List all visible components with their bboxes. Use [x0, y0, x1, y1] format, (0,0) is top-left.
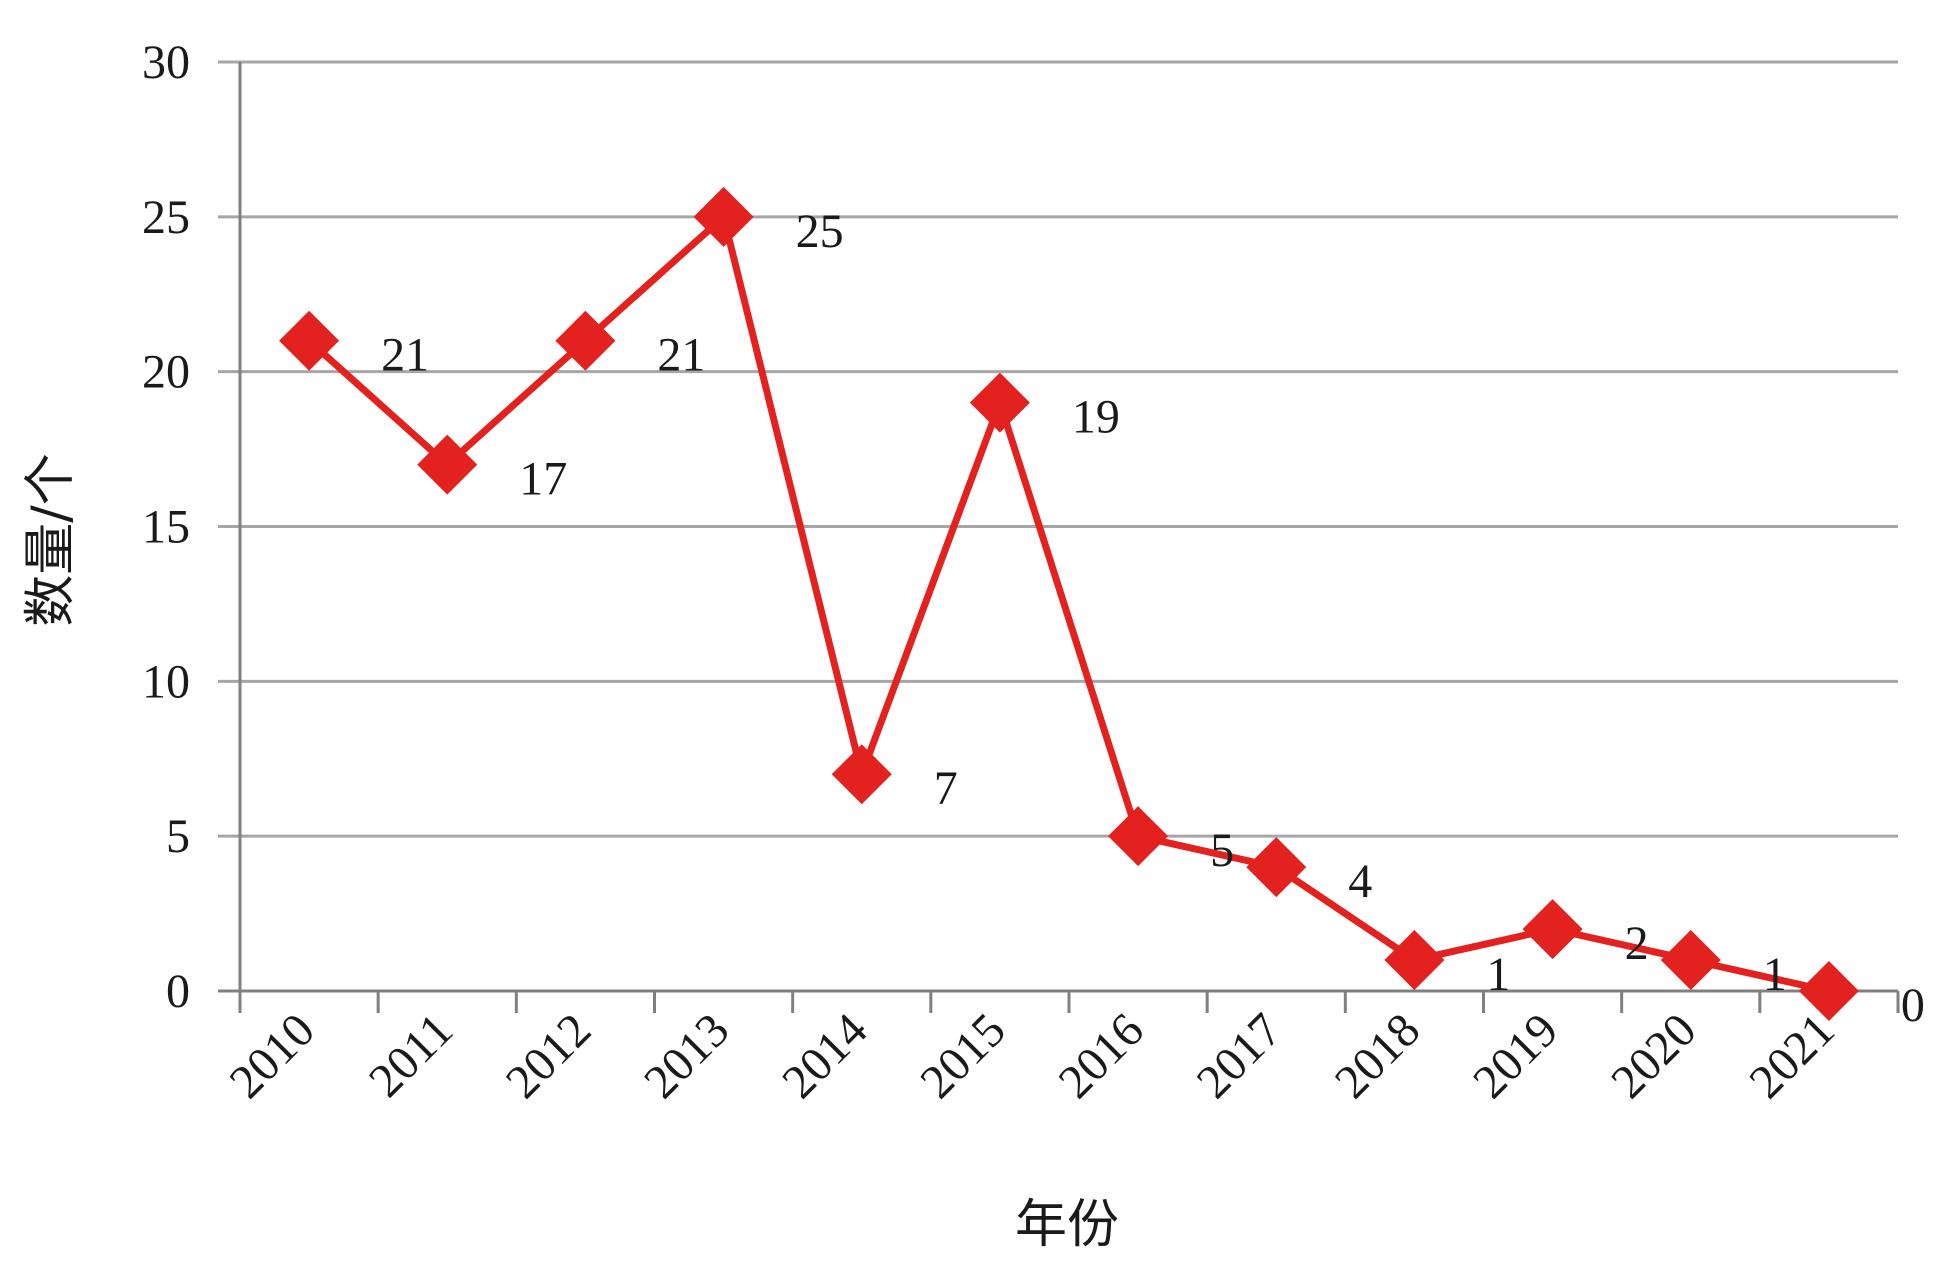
x-tick-label: 2012	[496, 1003, 601, 1108]
data-label: 17	[519, 453, 567, 506]
series-line	[306, 210, 1830, 995]
data-point	[1522, 899, 1583, 960]
data-label: 1	[1486, 948, 1510, 1001]
y-tick-label: 0	[166, 965, 190, 1018]
data-label: 7	[934, 762, 958, 815]
x-tick-label: 2018	[1325, 1003, 1430, 1108]
data-point	[1798, 961, 1859, 1021]
y-tick-label: 25	[142, 191, 190, 244]
data-point	[969, 372, 1030, 433]
data-label: 21	[381, 329, 429, 382]
data-point	[417, 434, 478, 495]
y-tick-label: 30	[142, 36, 190, 89]
y-axis-ticks: 0 5 10 15 20 25 30	[142, 36, 190, 1018]
data-point	[279, 310, 340, 371]
data-point	[693, 186, 754, 247]
y-axis-title: 数量/个	[21, 453, 81, 627]
data-label: 1	[1763, 948, 1787, 1001]
data-point	[1108, 806, 1169, 867]
series-markers	[279, 186, 1859, 1021]
series-line	[306, 210, 1830, 995]
x-tick-label: 2013	[634, 1003, 739, 1108]
data-label: 21	[657, 329, 705, 382]
x-axis-title: 年份	[1015, 1195, 1119, 1255]
y-tick-label: 10	[142, 655, 190, 708]
data-label: 25	[796, 205, 844, 258]
data-label: 2	[1625, 917, 1649, 970]
data-label: 5	[1210, 824, 1234, 877]
x-tick-label: 2017	[1187, 1003, 1292, 1108]
x-tick-label: 2016	[1049, 1003, 1154, 1108]
data-point	[831, 744, 892, 805]
data-point	[555, 310, 616, 371]
y-tick-label: 20	[142, 346, 190, 399]
x-tick-label: 2019	[1463, 1003, 1568, 1108]
x-tick-label: 2011	[359, 1003, 463, 1107]
data-label: 0	[1901, 979, 1925, 1032]
data-point	[1660, 930, 1721, 991]
y-tick-label: 5	[166, 810, 190, 863]
x-tick-label: 2015	[910, 1003, 1015, 1108]
data-label: 4	[1348, 855, 1372, 908]
data-point	[1384, 930, 1445, 991]
gridlines	[218, 60, 1898, 838]
y-tick-label: 15	[142, 501, 190, 554]
x-tick-label: 2010	[220, 1003, 325, 1108]
data-label: 19	[1072, 391, 1120, 444]
x-tick-label: 2020	[1601, 1003, 1706, 1108]
x-tick-label: 2014	[772, 1003, 877, 1108]
data-point	[1246, 837, 1307, 898]
